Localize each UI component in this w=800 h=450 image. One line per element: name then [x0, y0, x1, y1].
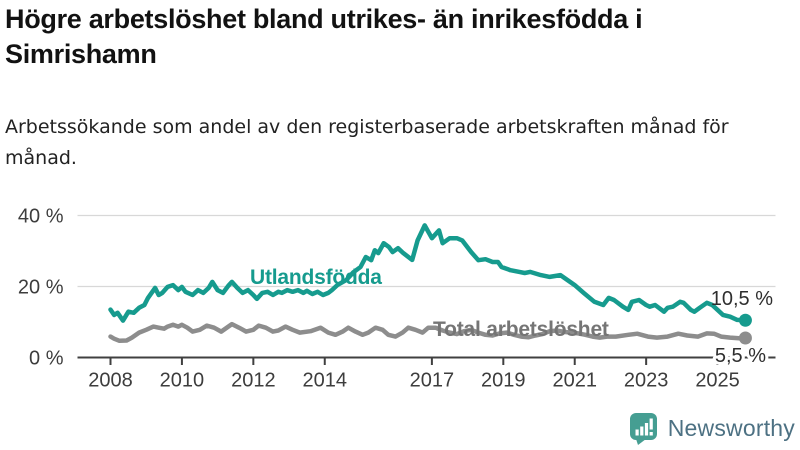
- series-line-utlandsfodda: [108, 223, 748, 323]
- page-title: Högre arbetslöshet bland utrikes- än inr…: [5, 4, 643, 69]
- brand-footer: Newsworthy: [629, 411, 795, 445]
- series-label-total-arbetsloshet: Total arbetslöshet: [433, 318, 609, 341]
- y-tick-label: 20 %: [18, 277, 64, 299]
- series-line-total-arbetsloshet: [108, 321, 748, 344]
- x-axis: [77, 356, 776, 365]
- y-tick-label: 40 %: [18, 206, 64, 228]
- brand-name: Newsworthy: [667, 414, 795, 441]
- end-dot-utlandsfodda: [738, 313, 752, 327]
- x-tick-label: 2017: [410, 370, 455, 392]
- y-tick-label: 0 %: [29, 348, 64, 370]
- x-tick-label: 2025: [695, 370, 740, 392]
- end-dot-total-arbetsloshet: [738, 331, 752, 345]
- page-subtitle: Arbetssökande som andel av den registerb…: [5, 116, 729, 169]
- x-tick-label: 2014: [303, 370, 348, 392]
- end-value-label-total-arbetsloshet: 5,5 %: [715, 345, 766, 367]
- x-tick-label: 2019: [481, 370, 526, 392]
- series-label-utlandsfodda: Utlandsfödda: [250, 266, 382, 289]
- newsworthy-logo-icon: [629, 413, 657, 445]
- x-tick-label: 2008: [88, 370, 133, 392]
- x-axis-tick-labels: 2008 2010 2012 2014 2017 2019 2021 2023 2025: [88, 370, 740, 392]
- x-tick-label: 2021: [552, 370, 597, 392]
- x-tick-label: 2010: [160, 370, 205, 392]
- gridlines: [77, 214, 776, 288]
- x-tick-label: 2023: [624, 370, 669, 392]
- end-value-label-utlandsfodda: 10,5 %: [711, 288, 773, 310]
- series-lines: [108, 223, 752, 345]
- y-axis-tick-labels: 0 % 20 % 40 %: [18, 206, 64, 370]
- x-tick-label: 2012: [231, 370, 276, 392]
